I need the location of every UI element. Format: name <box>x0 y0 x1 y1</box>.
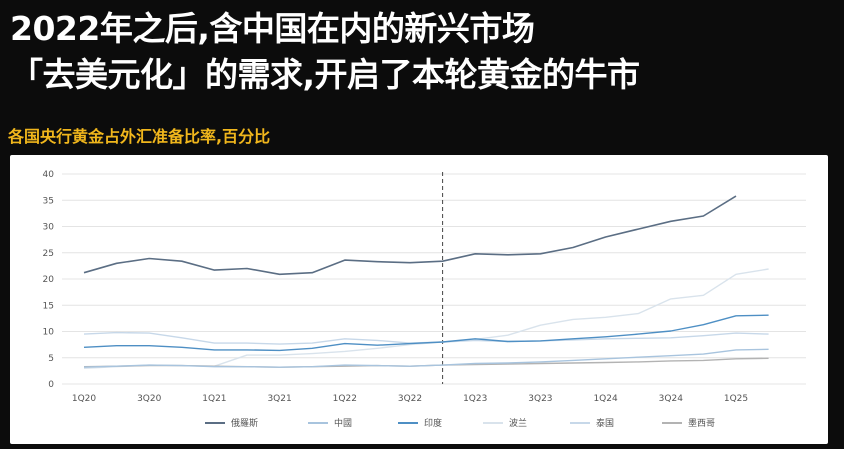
legend-item: 泰国 <box>570 417 614 429</box>
series-line-3 <box>83 314 769 352</box>
x-tick-label: 3Q22 <box>398 394 422 404</box>
legend-item: 波兰 <box>483 417 527 429</box>
y-tick-label: 10 <box>43 328 55 338</box>
line-chart: 0 5 10 15 20 25 30 35 40 1Q20 3Q20 1Q21 3Q21 1Q22 3Q22… <box>43 170 806 429</box>
series-line-4 <box>83 268 769 369</box>
x-tick-label: 3Q24 <box>659 394 684 404</box>
headline: 2022年之后,含中国在内的新兴市场 「去美元化」的需求,开启了本轮黄金的牛市 <box>10 6 840 98</box>
legend-label: 俄羅斯 <box>231 417 258 429</box>
chart-subtitle: 各国央行黄金占外汇准备比率,百分比 <box>8 127 271 146</box>
x-tick-label: 1Q25 <box>724 394 748 404</box>
legend-item: 中國 <box>308 417 352 429</box>
series-line-2 <box>83 348 769 368</box>
series-line-1 <box>83 195 737 276</box>
y-tick-label: 20 <box>43 275 55 285</box>
x-tick-label: 1Q21 <box>202 394 226 404</box>
y-tick-label: 15 <box>43 301 54 311</box>
chart-panel: 0 5 10 15 20 25 30 35 40 1Q20 3Q20 1Q21 3Q21 1Q22 3Q22… <box>10 155 828 444</box>
x-tick-label: 1Q22 <box>333 394 357 404</box>
headline-line-1: 2022年之后,含中国在内的新兴市场 <box>10 9 535 48</box>
x-tick-label: 1Q24 <box>593 394 618 404</box>
y-tick-label: 35 <box>43 196 54 206</box>
x-tick-label: 1Q20 <box>72 394 97 404</box>
y-tick-label: 40 <box>43 170 55 180</box>
legend-label: 泰国 <box>596 417 614 429</box>
y-tick-label: 25 <box>43 249 54 259</box>
y-tick-label: 30 <box>43 223 55 233</box>
legend-label: 印度 <box>424 417 442 429</box>
x-tick-label: 3Q20 <box>137 394 162 404</box>
legend-label: 中國 <box>334 417 352 429</box>
y-tick-label: 5 <box>48 354 54 364</box>
legend-label: 墨西哥 <box>688 418 715 429</box>
legend-item: 墨西哥 <box>662 418 715 429</box>
x-tick-label: 3Q23 <box>528 394 552 404</box>
x-tick-label: 1Q23 <box>463 394 487 404</box>
legend-label: 波兰 <box>509 417 527 429</box>
headline-line-2: 「去美元化」的需求,开启了本轮黄金的牛市 <box>10 55 640 94</box>
y-tick-label: 0 <box>48 380 54 390</box>
x-tick-label: 3Q21 <box>267 394 291 404</box>
legend-item: 印度 <box>398 417 442 429</box>
legend-item: 俄羅斯 <box>205 417 258 429</box>
